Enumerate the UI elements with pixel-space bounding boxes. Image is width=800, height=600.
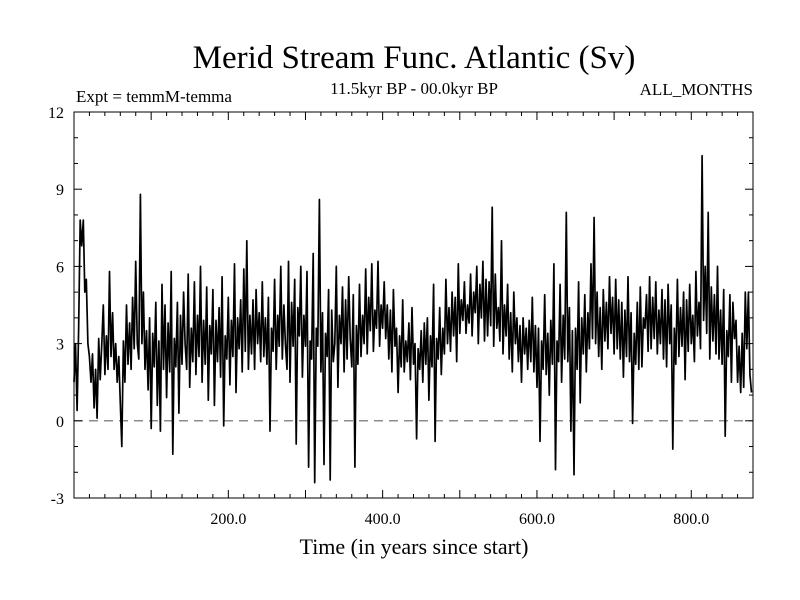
tick-layer bbox=[74, 112, 753, 498]
x-tick-label: 800.0 bbox=[673, 511, 709, 528]
chart-title: Merid Stream Func. Atlantic (Sv) bbox=[193, 40, 636, 76]
y-tick-label: 12 bbox=[48, 105, 64, 122]
x-tick-label: 200.0 bbox=[210, 511, 246, 528]
x-tick-label: 600.0 bbox=[519, 511, 555, 528]
months-label: ALL_MONTHS bbox=[640, 80, 753, 99]
y-tick-label: 3 bbox=[56, 337, 64, 354]
series-line bbox=[73, 154, 753, 484]
time-range-label: 11.5kyr BP - 00.0kyr BP bbox=[330, 79, 498, 98]
x-axis-label: Time (in years since start) bbox=[300, 534, 529, 559]
experiment-label: Expt = temmM-temma bbox=[76, 87, 232, 106]
y-tick-label: 6 bbox=[56, 259, 64, 276]
y-tick-label: 0 bbox=[56, 414, 64, 431]
x-tick-label: 400.0 bbox=[365, 511, 401, 528]
tick-label-layer: 200.0 400.0 600.0 800.0 -3 0 3 6 9 12 bbox=[48, 105, 709, 528]
plot-frame bbox=[73, 111, 754, 499]
y-tick-label: -3 bbox=[51, 491, 64, 508]
y-tick-label: 9 bbox=[56, 182, 64, 199]
